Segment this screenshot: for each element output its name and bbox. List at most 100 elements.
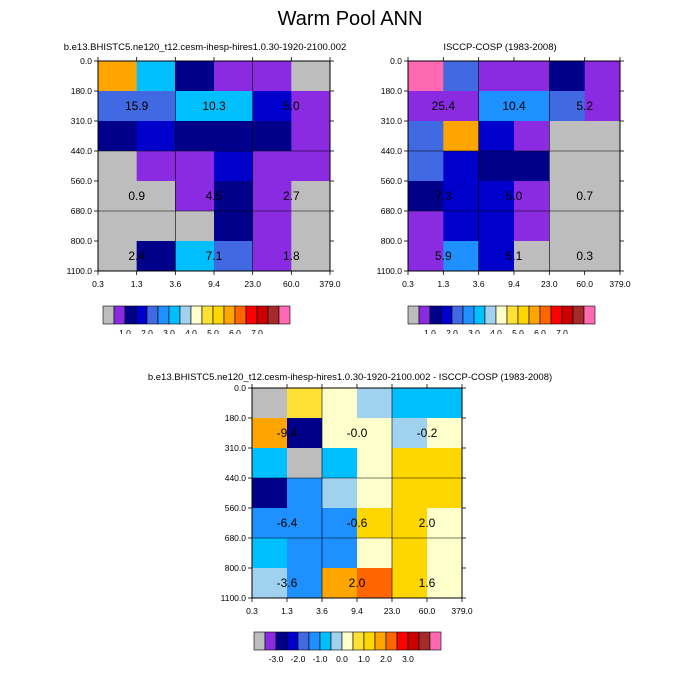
heatmap-cell — [443, 181, 480, 212]
heatmap-cell — [252, 388, 288, 419]
heatmap-cell — [392, 538, 428, 569]
heatmap-cell — [357, 508, 393, 539]
y-tick-label: 180.0 — [381, 86, 403, 96]
cell-value-label: 4.5 — [206, 189, 223, 203]
cell-value-label: 5.2 — [576, 99, 593, 113]
colorbar-swatch — [572, 305, 585, 325]
colorbar-swatch — [190, 305, 203, 325]
cell-value-label: 0.7 — [576, 189, 593, 203]
x-tick-label: 1.3 — [281, 606, 293, 616]
x-tick-label: 9.4 — [208, 279, 220, 289]
colorbar-swatch — [429, 631, 442, 651]
x-tick-label: 3.6 — [169, 279, 181, 289]
heatmap-cell — [549, 211, 586, 242]
heatmap-cell — [98, 121, 138, 152]
heatmap-cell — [291, 181, 331, 212]
heatmap-cell — [427, 448, 463, 479]
x-tick-label: 379.0 — [319, 279, 341, 289]
y-tick-label: 800.0 — [71, 236, 93, 246]
heatmap-cell — [98, 181, 138, 212]
heatmap-cell — [175, 91, 215, 122]
y-tick-label: 440.0 — [381, 146, 403, 156]
obs-panel-title: ISCCP-COSP (1983-2008) — [443, 42, 557, 53]
x-tick-label: 1.3 — [437, 279, 449, 289]
heatmap-cell — [478, 241, 515, 272]
heatmap-cell — [357, 538, 393, 569]
cell-value-label: 1.8 — [283, 249, 300, 263]
heatmap-cell — [357, 568, 393, 599]
heatmap-cell — [584, 151, 621, 182]
cell-value-label: -0.6 — [347, 516, 368, 530]
colorbar-swatch — [113, 305, 126, 325]
colorbar-swatch — [201, 305, 214, 325]
x-tick-label: 379.0 — [609, 279, 631, 289]
cell-value-label: -3.6 — [277, 576, 298, 590]
heatmap-cell — [478, 151, 515, 182]
colorbar-swatch — [179, 305, 192, 325]
heatmap-cell — [252, 181, 292, 212]
heatmap-cell — [291, 91, 331, 122]
colorbar-label: -1.0 — [313, 654, 328, 664]
x-tick-label: 3.6 — [316, 606, 328, 616]
colorbar-swatch — [256, 305, 269, 325]
heatmap-cell — [357, 418, 393, 449]
heatmap-cell — [287, 388, 323, 419]
heatmap-cell — [98, 91, 138, 122]
heatmap-cell — [322, 568, 358, 599]
heatmap-cell — [478, 121, 515, 152]
colorbar-swatch — [385, 631, 398, 651]
colorbar-swatch — [146, 305, 159, 325]
colorbar-label: 3.0 — [402, 654, 414, 664]
y-tick-label: 1100.0 — [67, 266, 93, 276]
x-tick-label: 9.4 — [351, 606, 363, 616]
cell-value-label: 5.9 — [435, 249, 452, 263]
heatmap-cell — [136, 61, 176, 92]
colorbar-swatch — [440, 305, 453, 325]
heatmap-cell — [392, 508, 428, 539]
heatmap-cell — [322, 508, 358, 539]
heatmap-cell — [252, 91, 292, 122]
colorbar-swatch — [308, 631, 321, 651]
heatmap-cell — [392, 418, 428, 449]
x-tick-label: 0.3 — [402, 279, 414, 289]
heatmap-cell — [443, 91, 480, 122]
cell-value-label: 5.1 — [506, 249, 523, 263]
cell-value-label: 7.1 — [206, 249, 223, 263]
heatmap-cell — [427, 508, 463, 539]
colorbar-swatch — [278, 305, 291, 325]
heatmap-cell — [252, 121, 292, 152]
heatmap-cell — [392, 478, 428, 509]
x-tick-label: 9.4 — [508, 279, 520, 289]
heatmap-cell — [214, 91, 254, 122]
y-tick-label: 310.0 — [381, 116, 403, 126]
x-tick-label: 23.0 — [541, 279, 558, 289]
colorbar-swatch — [352, 631, 365, 651]
heatmap-cell — [443, 211, 480, 242]
heatmap-cell — [175, 121, 215, 152]
heatmap-cell — [136, 121, 176, 152]
y-tick-label: 680.0 — [225, 533, 247, 543]
y-tick-label: 180.0 — [225, 413, 247, 423]
heatmap-cell — [549, 151, 586, 182]
heatmap-cell — [408, 241, 444, 272]
heatmap-cell — [549, 241, 586, 272]
heatmap-cell — [514, 121, 550, 152]
heatmap-cell — [584, 181, 621, 212]
heatmap-cell — [514, 61, 550, 92]
heatmap-cell — [252, 211, 292, 242]
heatmap-cell — [408, 151, 444, 182]
heatmap-cell — [584, 91, 621, 122]
colorbar-label: 6.0 — [229, 328, 241, 334]
heatmap-cell — [427, 478, 463, 509]
cell-value-label: 7.3 — [435, 189, 452, 203]
colorbar-label: -2.0 — [291, 654, 306, 664]
cell-value-label: -6.4 — [277, 516, 298, 530]
colorbar-swatch — [451, 305, 464, 325]
colorbar-label: 1.0 — [119, 328, 131, 334]
heatmap-cell — [287, 478, 323, 509]
heatmap-cell — [514, 91, 550, 122]
y-tick-label: 0.0 — [80, 56, 92, 66]
colorbar-swatch — [124, 305, 137, 325]
colorbar-label: 2.0 — [141, 328, 153, 334]
colorbar-label: 3.0 — [163, 328, 175, 334]
